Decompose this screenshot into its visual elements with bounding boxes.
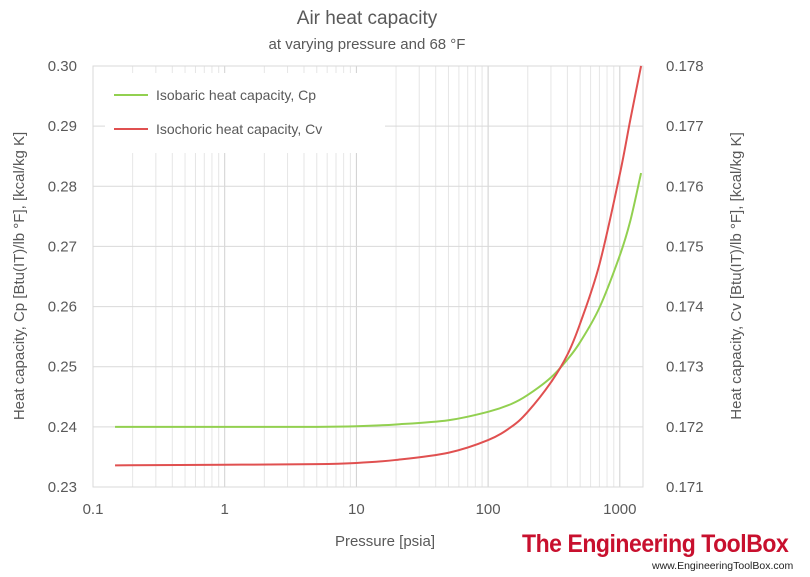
- brand-logo: The Engineering ToolBox: [522, 530, 789, 558]
- legend-background: [105, 73, 385, 153]
- left-y-tick-label: 0.23: [48, 479, 77, 496]
- series-lines: [115, 65, 643, 467]
- left-y-tick-label: 0.28: [48, 178, 77, 195]
- right-axis-ticks: 0.171 0.172 0.173 0.174 0.175 0.176 0.177 0.178: [666, 58, 704, 496]
- right-y-tick-label: 0.178: [666, 58, 704, 75]
- chart-subtitle: at varying pressure and 68 °F: [269, 36, 466, 53]
- right-y-tick-label: 0.175: [666, 238, 704, 255]
- x-tick-label: 10: [348, 501, 365, 518]
- right-y-tick-label: 0.176: [666, 178, 704, 195]
- left-y-tick-label: 0.25: [48, 359, 77, 376]
- right-axis-label: Heat capacity, Cv [Btu(IT)/lb °F], [kcal…: [728, 132, 745, 419]
- series-line-cp: [115, 172, 643, 428]
- x-tick-label: 1000: [603, 501, 636, 518]
- left-y-tick-label: 0.30: [48, 58, 77, 75]
- left-y-tick-label: 0.29: [48, 118, 77, 135]
- left-axis-ticks: 0.23 0.24 0.25 0.26 0.27 0.28 0.29 0.30: [48, 58, 77, 496]
- left-y-tick-label: 0.27: [48, 238, 77, 255]
- legend: Isobaric heat capacity, Cp Isochoric hea…: [105, 73, 385, 153]
- left-y-tick-label: 0.24: [48, 419, 77, 436]
- legend-label-cv: Isochoric heat capacity, Cv: [156, 121, 322, 137]
- x-axis-label: Pressure [psia]: [335, 533, 435, 550]
- right-y-tick-label: 0.172: [666, 419, 704, 436]
- x-axis-ticks: 0.1 1 10 100 1000: [83, 501, 637, 518]
- plot-area-border: [92, 65, 644, 488]
- x-tick-label: 100: [476, 501, 501, 518]
- right-y-tick-label: 0.173: [666, 359, 704, 376]
- chart-title: Air heat capacity: [297, 8, 438, 29]
- x-tick-label: 0.1: [83, 501, 104, 518]
- left-axis-label: Heat capacity, Cp [Btu(IT)/lb °F], [kcal…: [11, 132, 28, 420]
- series-line-cv: [115, 65, 643, 467]
- right-y-tick-label: 0.177: [666, 118, 704, 135]
- left-y-tick-label: 0.26: [48, 299, 77, 316]
- legend-label-cp: Isobaric heat capacity, Cp: [156, 87, 316, 103]
- brand-url: www.EngineeringToolBox.com: [652, 560, 794, 572]
- x-tick-label: 1: [221, 501, 229, 518]
- right-y-tick-label: 0.171: [666, 479, 704, 496]
- right-y-tick-label: 0.174: [666, 299, 704, 316]
